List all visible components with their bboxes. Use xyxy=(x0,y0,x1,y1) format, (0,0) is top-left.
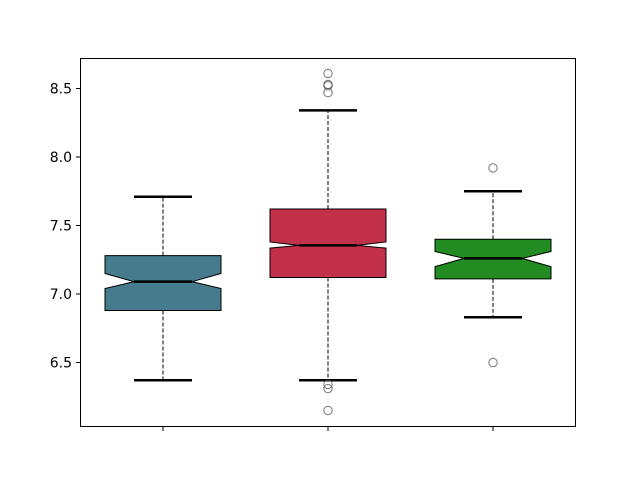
outlier-point xyxy=(323,87,333,98)
outlier-point xyxy=(323,379,333,390)
outlier-point xyxy=(488,357,498,368)
outlier-point xyxy=(323,81,333,91)
y-tick-label: 7.0 xyxy=(50,287,72,303)
y-tick-label: 7.5 xyxy=(50,219,72,235)
outlier-point xyxy=(323,68,333,79)
y-tick-label: 6.5 xyxy=(50,356,72,372)
y-tick-label: 8.0 xyxy=(50,150,72,166)
outlier-point xyxy=(488,163,498,173)
y-tick-label: 8.5 xyxy=(50,82,72,98)
box-body xyxy=(269,208,387,279)
box-1 xyxy=(104,195,222,382)
outlier-point xyxy=(323,405,333,416)
box-body xyxy=(104,255,222,311)
box-2 xyxy=(269,68,387,416)
box-3 xyxy=(434,163,552,368)
outlier-point xyxy=(323,383,333,394)
